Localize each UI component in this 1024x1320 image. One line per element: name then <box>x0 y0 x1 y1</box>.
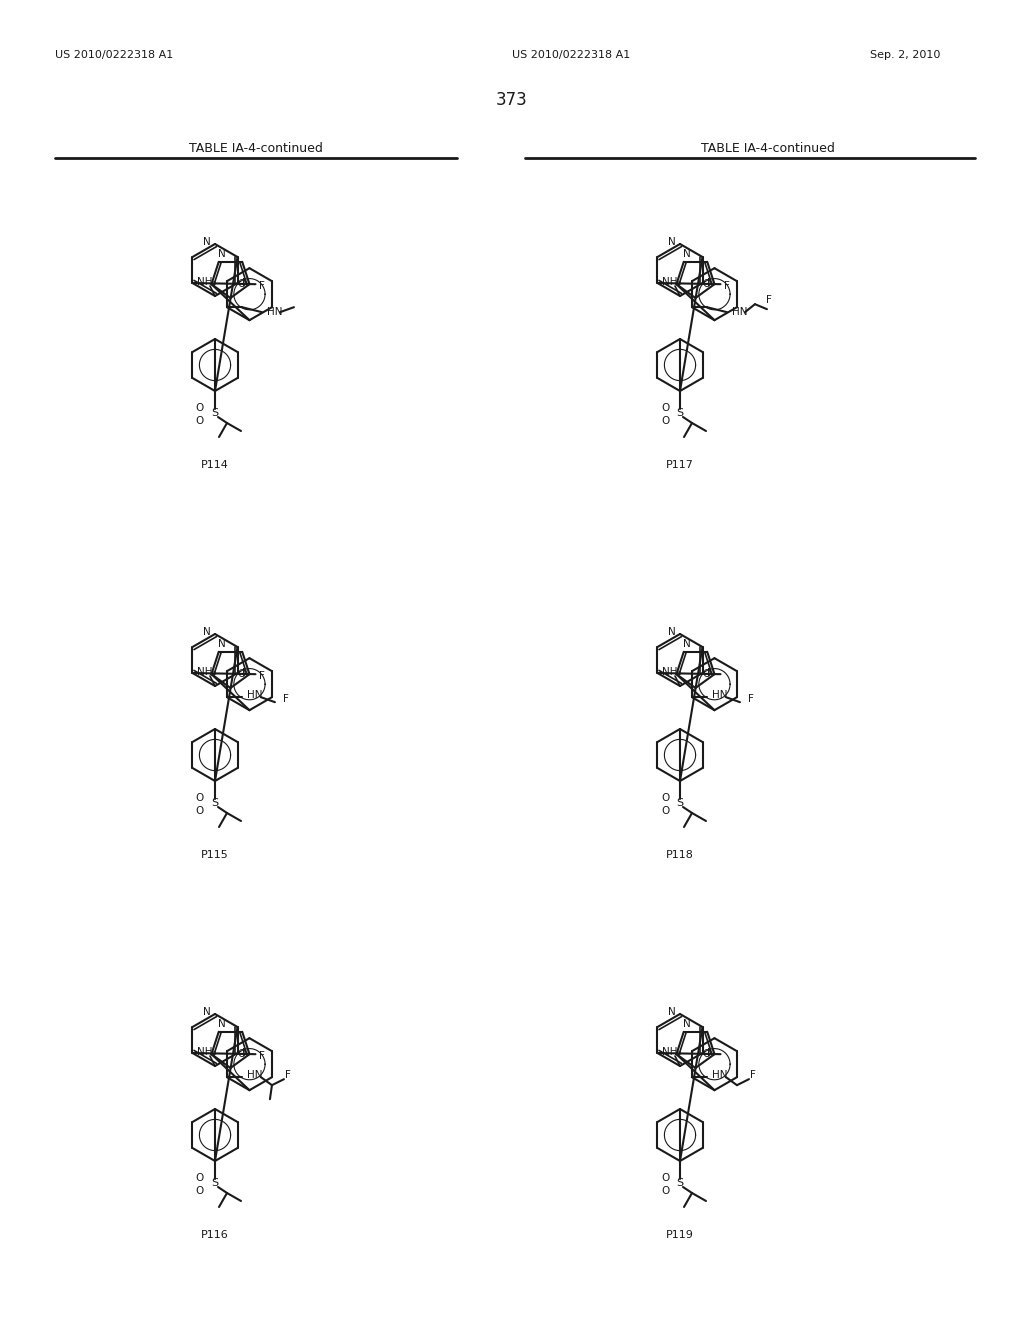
Text: N: N <box>707 668 715 678</box>
Text: HN: HN <box>732 308 748 317</box>
Text: NH₂: NH₂ <box>198 667 217 677</box>
Text: S: S <box>677 1177 684 1188</box>
Text: O: O <box>702 280 711 289</box>
Text: F: F <box>766 296 772 305</box>
Text: F: F <box>259 671 265 681</box>
Text: O: O <box>702 1049 711 1059</box>
Text: F: F <box>283 694 289 704</box>
Text: N: N <box>683 639 690 649</box>
Text: P119: P119 <box>666 1230 694 1239</box>
Text: N: N <box>203 627 211 638</box>
Text: HN: HN <box>267 308 283 317</box>
Text: N: N <box>203 238 211 247</box>
Text: O: O <box>196 793 204 803</box>
Text: O: O <box>238 1049 246 1059</box>
Text: F: F <box>748 694 754 704</box>
Text: Sep. 2, 2010: Sep. 2, 2010 <box>870 50 940 59</box>
Text: O: O <box>660 1173 669 1183</box>
Text: S: S <box>677 408 684 418</box>
Text: HN: HN <box>712 690 727 700</box>
Text: N: N <box>242 668 250 678</box>
Text: HN: HN <box>712 1071 727 1080</box>
Text: NH₂: NH₂ <box>198 1047 217 1057</box>
Text: O: O <box>660 403 669 413</box>
Text: F: F <box>259 281 265 292</box>
Text: O: O <box>660 793 669 803</box>
Text: TABLE IA-4-continued: TABLE IA-4-continued <box>701 141 835 154</box>
Text: S: S <box>677 799 684 808</box>
Text: S: S <box>211 1177 218 1188</box>
Text: O: O <box>660 1185 669 1196</box>
Text: HN: HN <box>247 1071 262 1080</box>
Text: F: F <box>750 1071 756 1080</box>
Text: NH₂: NH₂ <box>663 667 682 677</box>
Text: P117: P117 <box>666 459 694 470</box>
Text: N: N <box>218 248 225 259</box>
Text: O: O <box>660 807 669 816</box>
Text: HN: HN <box>247 690 262 700</box>
Text: N: N <box>707 279 715 288</box>
Text: N: N <box>707 1048 715 1059</box>
Text: P115: P115 <box>201 850 229 861</box>
Text: P118: P118 <box>666 850 694 861</box>
Text: O: O <box>196 1173 204 1183</box>
Text: US 2010/0222318 A1: US 2010/0222318 A1 <box>55 50 173 59</box>
Text: O: O <box>660 416 669 426</box>
Text: N: N <box>242 1048 250 1059</box>
Text: O: O <box>196 416 204 426</box>
Text: NH₂: NH₂ <box>663 1047 682 1057</box>
Text: F: F <box>724 281 730 292</box>
Text: NH₂: NH₂ <box>198 277 217 286</box>
Text: S: S <box>211 799 218 808</box>
Text: O: O <box>238 669 246 680</box>
Text: O: O <box>702 669 711 680</box>
Text: O: O <box>196 403 204 413</box>
Text: F: F <box>285 1071 291 1080</box>
Text: P116: P116 <box>201 1230 229 1239</box>
Text: P114: P114 <box>201 459 229 470</box>
Text: US 2010/0222318 A1: US 2010/0222318 A1 <box>512 50 630 59</box>
Text: NH₂: NH₂ <box>663 277 682 286</box>
Text: O: O <box>196 807 204 816</box>
Text: N: N <box>668 238 676 247</box>
Text: N: N <box>218 1019 225 1028</box>
Text: F: F <box>259 1051 265 1061</box>
Text: N: N <box>683 1019 690 1028</box>
Text: N: N <box>242 279 250 288</box>
Text: N: N <box>218 639 225 649</box>
Text: TABLE IA-4-continued: TABLE IA-4-continued <box>189 141 323 154</box>
Text: O: O <box>196 1185 204 1196</box>
Text: O: O <box>238 280 246 289</box>
Text: S: S <box>211 408 218 418</box>
Text: N: N <box>668 1007 676 1016</box>
Text: N: N <box>683 248 690 259</box>
Text: 373: 373 <box>496 91 528 110</box>
Text: N: N <box>668 627 676 638</box>
Text: N: N <box>203 1007 211 1016</box>
